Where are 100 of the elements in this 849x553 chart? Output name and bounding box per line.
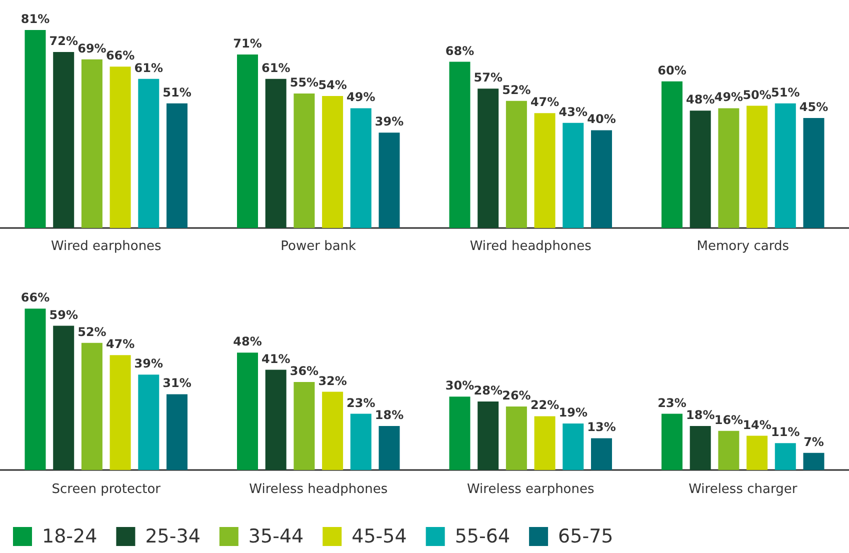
- legend-label: 35-44: [248, 526, 304, 548]
- data-label: 55%: [290, 76, 319, 90]
- data-label: 18%: [374, 408, 404, 422]
- legend-label: 55-64: [454, 526, 510, 548]
- data-label: 32%: [318, 374, 347, 388]
- data-label: 72%: [49, 34, 78, 48]
- data-label: 66%: [106, 48, 135, 63]
- bar: [690, 426, 711, 470]
- data-label: 51%: [162, 85, 192, 100]
- data-label: 7%: [804, 434, 824, 449]
- legend-label: 18-24: [42, 526, 98, 548]
- bar: [449, 62, 470, 228]
- data-label: 81%: [20, 12, 50, 26]
- data-label: 54%: [318, 78, 347, 92]
- bar: [378, 426, 400, 470]
- bar: [166, 394, 188, 470]
- data-label: 39%: [134, 356, 164, 371]
- bar: [166, 103, 188, 228]
- data-label: 69%: [78, 41, 106, 56]
- bar: [265, 370, 286, 470]
- data-label: 47%: [106, 337, 135, 352]
- bar: [662, 414, 682, 470]
- x-tick-label: Wireless earphones: [466, 482, 594, 497]
- data-label: 52%: [78, 324, 106, 339]
- data-label: 61%: [134, 60, 164, 75]
- x-tick-label: Wireless charger: [688, 482, 798, 497]
- data-label: 66%: [20, 290, 50, 305]
- legend-label: 65-75: [558, 526, 614, 548]
- data-label: 36%: [290, 364, 319, 378]
- bar: [591, 438, 612, 470]
- bar: [138, 78, 160, 228]
- data-label: 43%: [558, 104, 588, 119]
- x-tick-label: Wireless headphones: [249, 482, 388, 497]
- bar: [110, 355, 131, 470]
- bar: [478, 402, 499, 470]
- data-label: 57%: [474, 70, 502, 85]
- data-label: 61%: [261, 60, 290, 75]
- data-label: 45%: [799, 100, 828, 114]
- data-label: 52%: [502, 82, 531, 97]
- data-label: 48%: [233, 334, 262, 349]
- bar: [237, 54, 258, 228]
- bar: [110, 66, 131, 228]
- bar: [24, 30, 46, 228]
- bar: [322, 392, 344, 470]
- bar: [81, 59, 102, 228]
- data-label: 23%: [658, 396, 686, 410]
- bar: [534, 113, 556, 228]
- bar: [378, 132, 400, 228]
- data-label: 71%: [233, 36, 262, 50]
- bar: [81, 342, 102, 470]
- bar: [24, 308, 46, 470]
- data-label: 18%: [686, 408, 715, 422]
- bar: [506, 406, 527, 470]
- bar: [138, 374, 160, 470]
- data-label: 28%: [474, 384, 502, 398]
- x-tick-label: Wired headphones: [470, 239, 592, 254]
- bar: [53, 52, 74, 228]
- data-label: 47%: [530, 95, 560, 110]
- bar: [718, 108, 740, 228]
- bar: [53, 326, 74, 470]
- bar: [562, 122, 584, 228]
- data-label: 22%: [530, 398, 560, 412]
- data-label: 40%: [587, 112, 616, 126]
- bar: [350, 108, 372, 228]
- data-label: 39%: [374, 114, 404, 129]
- data-label: 49%: [714, 90, 744, 104]
- bar: [534, 416, 556, 470]
- data-label: 11%: [771, 425, 800, 440]
- bar: [294, 382, 315, 470]
- legend-label: 25-34: [145, 526, 200, 548]
- bar: [803, 452, 824, 470]
- bar: [774, 103, 796, 228]
- data-label: 60%: [658, 63, 686, 78]
- x-tick-label: Power bank: [280, 239, 357, 254]
- bar: [478, 88, 499, 228]
- data-label: 68%: [445, 44, 474, 58]
- data-label: 41%: [261, 352, 290, 366]
- bar: [591, 130, 612, 228]
- data-label: 31%: [162, 376, 192, 390]
- bar: [449, 396, 470, 470]
- legend-label: 45-54: [352, 526, 407, 548]
- bar: [746, 106, 768, 228]
- data-label: 59%: [49, 308, 78, 322]
- bar: [746, 436, 768, 470]
- data-label: 23%: [346, 396, 376, 410]
- bar: [718, 430, 740, 470]
- bar: [506, 100, 527, 228]
- x-tick-label: Wired earphones: [50, 239, 162, 254]
- bar: [562, 424, 584, 470]
- bar: [803, 118, 824, 228]
- data-label: 16%: [714, 412, 744, 427]
- data-label: 50%: [742, 88, 772, 102]
- bar: [265, 78, 286, 228]
- data-label: 13%: [587, 420, 616, 434]
- bar: [350, 414, 372, 470]
- bar: [774, 443, 796, 470]
- bar: [322, 96, 344, 228]
- data-label: 48%: [686, 92, 715, 107]
- bar: [294, 94, 315, 228]
- x-tick-label: Memory cards: [696, 239, 790, 254]
